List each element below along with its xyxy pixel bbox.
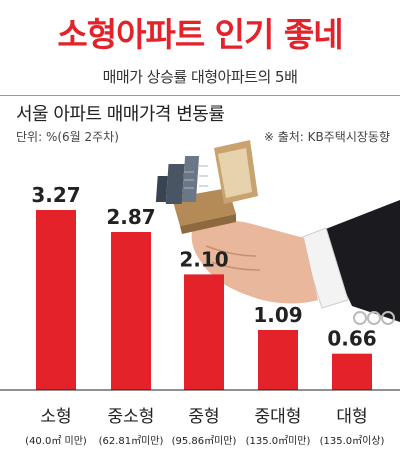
hand-illustration	[155, 140, 400, 325]
unit-label: 단위: %(6월 2주차)	[16, 130, 119, 144]
value-label: 3.27	[31, 183, 80, 207]
category-note: (62.81㎡미만)	[99, 435, 164, 447]
cufflink-icon	[353, 311, 367, 325]
category-note: (135.0㎡이상)	[320, 435, 385, 447]
cufflink-icon	[367, 311, 381, 325]
value-label: 1.09	[253, 303, 302, 327]
sleeve-shape	[318, 200, 400, 322]
mini-building-icon	[155, 176, 168, 202]
category-note: (40.0㎡ 미만)	[25, 435, 87, 447]
cufflink-icon	[381, 311, 395, 325]
category-label: 중형	[188, 407, 219, 427]
source-label: ※ 출처: KB주택시장동향	[263, 130, 390, 144]
value-label: 0.66	[327, 327, 376, 351]
chart-title: 서울 아파트 매매가격 변동률	[16, 104, 225, 125]
bar-1	[36, 209, 76, 390]
bars-layer: 3.27 소형 (40.0㎡ 미만) 2.87 중소형 (62.81㎡미만) 2.10 중형 (…	[0, 183, 400, 447]
bar-2	[111, 232, 151, 390]
divider	[0, 95, 400, 96]
category-label: 소형	[40, 407, 71, 427]
value-label: 2.10	[179, 247, 228, 271]
category-note: (135.0㎡미만)	[246, 435, 311, 447]
category-label: 중대형	[255, 407, 302, 427]
value-label: 2.87	[106, 205, 155, 229]
cuff-shape	[299, 227, 349, 309]
bar-3	[184, 274, 224, 390]
bar-4	[258, 329, 298, 390]
mini-building-icon	[181, 156, 200, 202]
headline: 소형아파트 인기 좋네	[57, 15, 343, 54]
subheadline: 매매가 상승률 대형아파트의 5배	[102, 68, 298, 86]
mini-building-icon	[165, 164, 185, 204]
category-note: (95.86㎡미만)	[172, 435, 237, 447]
category-label: 중소형	[108, 407, 155, 427]
category-label: 대형	[336, 407, 367, 427]
bar-5	[332, 353, 372, 390]
